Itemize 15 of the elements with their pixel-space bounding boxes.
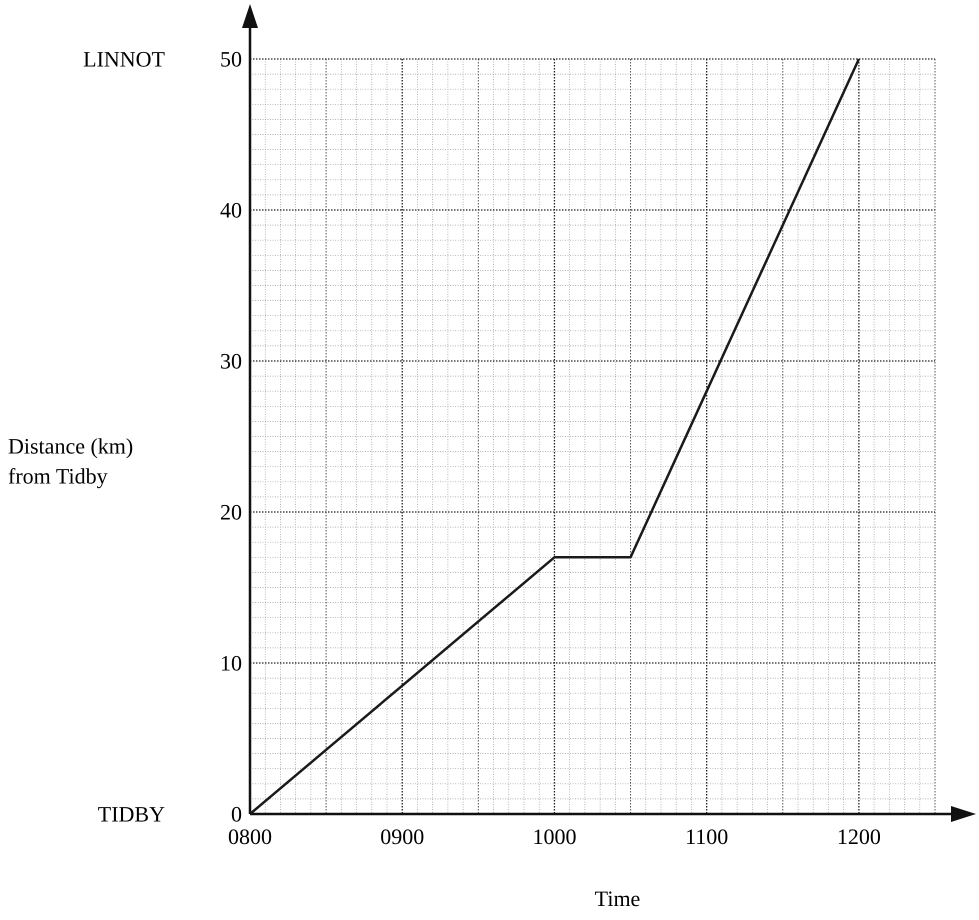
y-tick-label: 20 [220,500,242,524]
x-tick-label: 0800 [228,824,272,849]
x-axis-title: Time [594,886,640,911]
x-tick-label: 0900 [380,824,424,849]
y-tick-label: 30 [220,348,242,374]
y-tick-label: 10 [220,650,242,676]
x-tick-label: 1000 [532,824,576,849]
x-tick-label: 1200 [836,824,881,849]
x-tick-label: 1100 [685,824,728,849]
y-tick-label: 50 [220,46,242,72]
y-tick-label: 40 [220,198,242,222]
y-axis-title: Distance (km) from Tidby [8,434,134,488]
text: LINNOT [83,46,166,72]
y-tick-label: 0 [231,802,242,826]
text: TIDBY [98,802,166,826]
